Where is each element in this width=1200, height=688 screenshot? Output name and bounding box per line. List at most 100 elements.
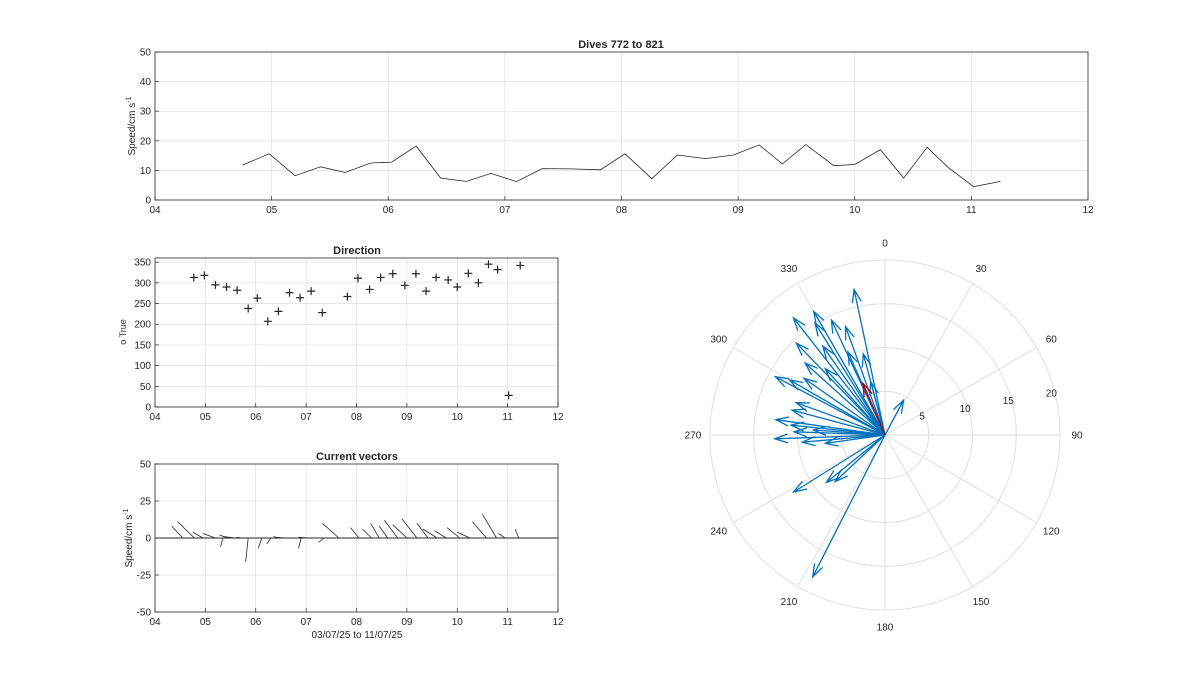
vectors-x-ticks: 04 05 06 07 08 09 10 11 12: [149, 608, 564, 628]
speed-x-tick-label: 10: [849, 205, 861, 216]
vector-stick: [422, 528, 438, 539]
polar-spoke: [797, 434, 886, 587]
vectors-y-axis-label: Speed/cm s-1: [123, 508, 135, 567]
direction-point: [307, 287, 316, 296]
direction-point: [432, 273, 441, 282]
vector-stick: [514, 528, 520, 539]
vectors-x-tick-label: 07: [301, 617, 313, 628]
direction-point: [504, 391, 513, 400]
polar-theta-label: 240: [710, 527, 727, 538]
direction-y-tick-label: 50: [140, 382, 152, 393]
polar-r-tick-labels: 5 10 15 20: [919, 389, 1057, 423]
polar-vectors: [772, 287, 905, 579]
vector-stick: [392, 524, 408, 539]
direction-point: [318, 308, 327, 317]
polar-vector-arrow: [812, 309, 886, 436]
speed-grid: [155, 52, 1088, 200]
speed-y-tick-label: 50: [140, 48, 152, 59]
speed-series-line: [242, 144, 1001, 188]
direction-point: [400, 281, 409, 290]
vector-stick: [266, 537, 272, 545]
speed-y-tick-label: 40: [140, 77, 152, 88]
direction-x-tick-label: 04: [149, 412, 161, 423]
polar-mean-vector-arrow: [862, 381, 886, 436]
vectors-x-tick-label: 04: [149, 617, 161, 628]
vector-stick: [482, 514, 497, 539]
vectors-y-tick-label: 50: [140, 460, 152, 471]
direction-panel: 04 05 06 07 08 09 10 11 12 0 50 100 150 200 250 300 350…: [118, 245, 564, 423]
polar-spoke: [733, 434, 886, 523]
polar-r-tick-label: 10: [960, 404, 972, 415]
direction-point: [189, 273, 198, 282]
speed-title: Dives 772 to 821: [578, 39, 664, 51]
direction-point: [493, 265, 502, 274]
vector-stick: [350, 527, 360, 539]
polar-theta-labels: 0 30 60 90 120 150 180 210 240 270 300 330: [685, 239, 1083, 634]
direction-x-tick-label: 10: [452, 412, 464, 423]
vector-stick: [298, 536, 309, 539]
direction-y-tick-label: 0: [145, 403, 151, 414]
polar-theta-label: 270: [685, 431, 702, 442]
vectors-y-ticks: -50 -25 0 25 50: [137, 460, 159, 619]
direction-x-tick-label: 11: [502, 412, 513, 423]
polar-vector-arrow: [802, 377, 886, 436]
polar-r-tick-label: 15: [1003, 396, 1015, 407]
polar-theta-label: 30: [975, 264, 987, 275]
direction-point: [474, 278, 483, 287]
polar-spoke: [884, 434, 1037, 523]
direction-points: [189, 260, 525, 400]
direction-point: [365, 285, 374, 294]
speed-y-tick-label: 30: [140, 107, 152, 118]
direction-point: [516, 261, 525, 270]
vectors-x-tick-label: 08: [351, 617, 363, 628]
direction-point: [285, 288, 294, 297]
direction-x-ticks: 04 05 06 07 08 09 10 11 12: [149, 403, 564, 423]
direction-x-tick-label: 07: [301, 412, 313, 423]
vectors-y-tick-label: 0: [145, 534, 151, 545]
polar-theta-label: 60: [1046, 335, 1058, 346]
speed-x-tick-label: 06: [383, 205, 395, 216]
vectors-x-tick-label: 09: [401, 617, 413, 628]
direction-title: Direction: [333, 245, 381, 257]
direction-y-tick-label: 150: [134, 340, 151, 351]
vector-stick: [321, 522, 340, 539]
polar-vector-arrow: [792, 316, 886, 436]
direction-point: [296, 293, 305, 302]
polar-theta-label: 330: [781, 264, 798, 275]
direction-point: [222, 282, 231, 291]
direction-point: [233, 286, 242, 295]
vector-stick: [257, 537, 263, 549]
vector-stick: [401, 518, 418, 539]
polar-vector-arrow: [803, 361, 886, 436]
vector-stick: [472, 521, 487, 539]
polar-vector-arrow: [773, 375, 886, 436]
polar-vector-arrow: [833, 434, 886, 483]
direction-point: [376, 273, 385, 282]
direction-grid: [155, 258, 558, 407]
polar-theta-label: 150: [973, 597, 990, 608]
speed-x-tick-label: 09: [733, 205, 745, 216]
vector-stick: [383, 519, 399, 539]
polar-vector-arrow: [811, 425, 886, 436]
vector-stick: [177, 521, 195, 539]
vector-stick: [457, 531, 471, 539]
direction-point: [244, 304, 253, 313]
direction-point: [388, 269, 397, 278]
polar-vector-arrow: [811, 434, 886, 579]
vector-stick: [222, 536, 236, 539]
polar-vector-arrow: [800, 434, 886, 447]
speed-x-tick-label: 12: [1082, 205, 1094, 216]
vectors-y-tick-label: -50: [137, 608, 152, 619]
speed-x-ticks: 04 05 06 07 08 09 10 11 12: [149, 196, 1094, 216]
vectors-x-tick-label: 06: [250, 617, 262, 628]
direction-point: [484, 260, 493, 269]
polar-vector-arrow: [794, 341, 886, 436]
polar-panel: 5 10 15 20 0 30 60 90 120 150 180 210 240 270 300 330: [685, 239, 1083, 634]
direction-point: [263, 317, 272, 326]
direction-y-axis-label: o True: [118, 319, 128, 345]
polar-theta-label: 120: [1043, 527, 1060, 538]
direction-point: [444, 275, 453, 284]
polar-spoke: [884, 434, 973, 587]
polar-vector-arrow: [790, 408, 886, 436]
direction-x-tick-label: 09: [401, 412, 413, 423]
